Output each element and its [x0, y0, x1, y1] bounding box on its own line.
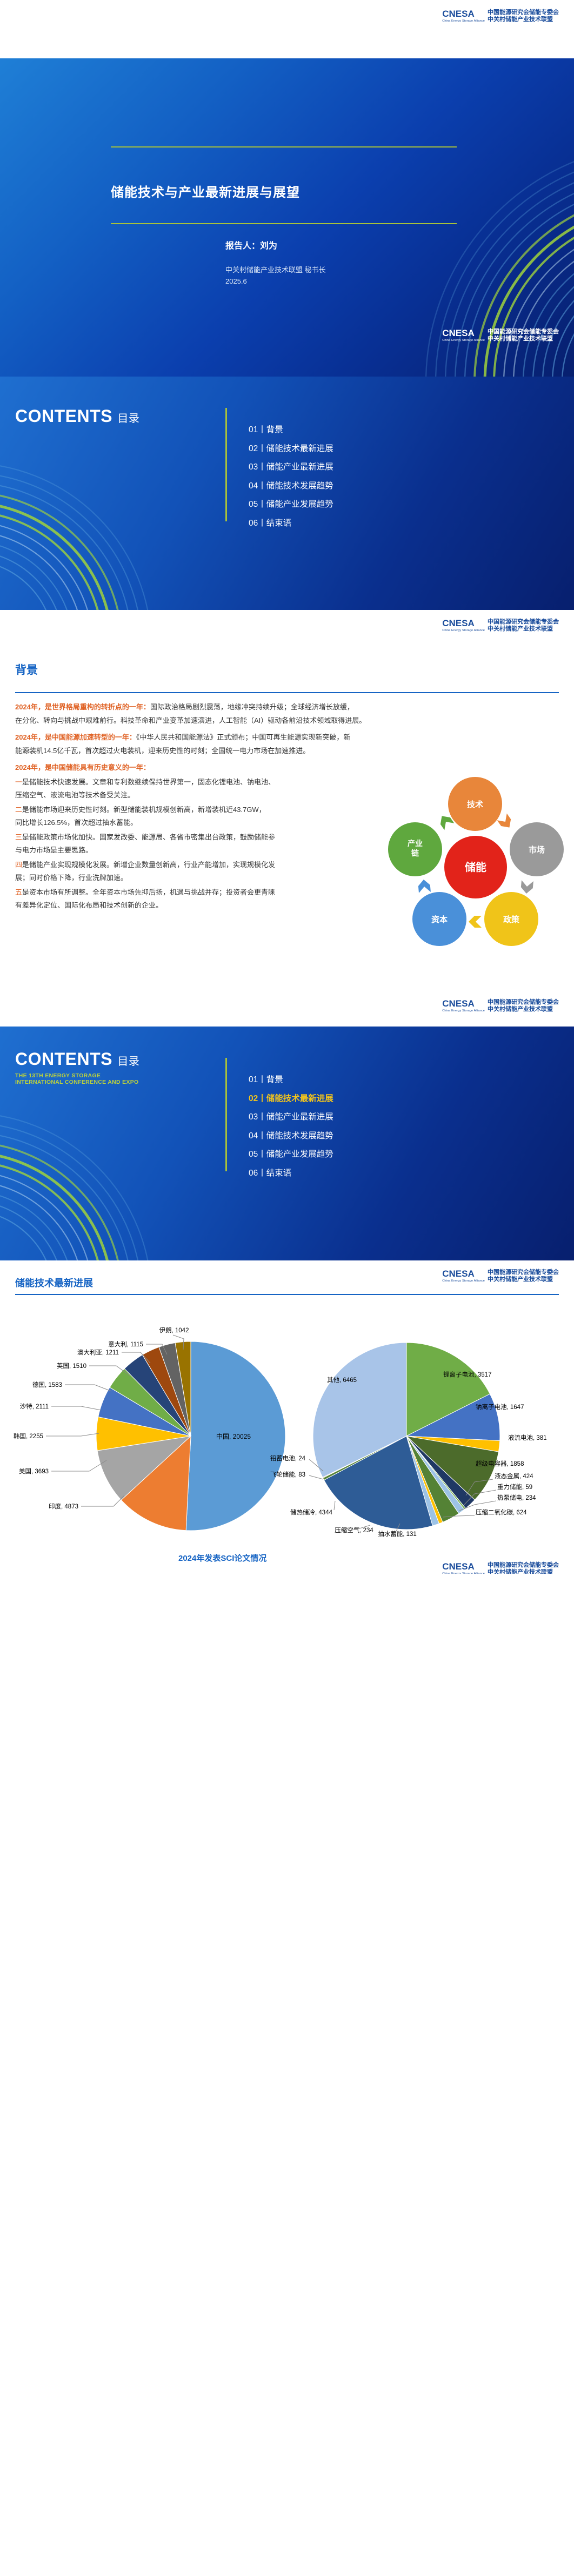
svg-text:中国, 20025: 中国, 20025 [216, 1432, 251, 1440]
svg-text:液流电池, 381: 液流电池, 381 [508, 1434, 547, 1441]
svg-text:其他, 6465: 其他, 6465 [327, 1377, 357, 1384]
svg-text:德国, 1583: 德国, 1583 [32, 1381, 62, 1388]
svg-text:印度, 4873: 印度, 4873 [49, 1502, 78, 1510]
svg-text:美国, 3693: 美国, 3693 [19, 1467, 49, 1475]
svg-text:储能: 储能 [465, 861, 486, 874]
svg-text:飞轮储能, 83: 飞轮储能, 83 [270, 1471, 305, 1478]
svg-text:政策: 政策 [503, 915, 520, 924]
svg-text:重力储能, 59: 重力储能, 59 [497, 1483, 532, 1491]
svg-text:液态金属, 424: 液态金属, 424 [495, 1472, 533, 1480]
svg-text:澳大利亚, 1211: 澳大利亚, 1211 [77, 1349, 119, 1356]
svg-text:沙特, 2111: 沙特, 2111 [20, 1403, 49, 1410]
svg-text:链: 链 [411, 849, 419, 857]
svg-text:产业: 产业 [408, 839, 423, 848]
svg-text:锂离子电池, 3517: 锂离子电池, 3517 [443, 1371, 491, 1378]
svg-text:压缩空气, 234: 压缩空气, 234 [335, 1526, 373, 1534]
svg-text:铅蓄电池, 24: 铅蓄电池, 24 [270, 1454, 306, 1462]
svg-text:英国, 1510: 英国, 1510 [57, 1362, 86, 1370]
svg-text:钠离子电池, 1647: 钠离子电池, 1647 [476, 1403, 524, 1411]
svg-text:韩国, 2255: 韩国, 2255 [14, 1432, 43, 1440]
svg-text:伊朗, 1042: 伊朗, 1042 [159, 1327, 189, 1334]
svg-text:市场: 市场 [529, 845, 545, 855]
svg-text:压缩二氧化碳, 624: 压缩二氧化碳, 624 [476, 1508, 527, 1516]
svg-text:热泵储电, 234: 热泵储电, 234 [497, 1494, 536, 1501]
svg-text:资本: 资本 [431, 915, 448, 924]
svg-text:意大利, 1115: 意大利, 1115 [108, 1340, 143, 1348]
svg-text:超级电容器, 1858: 超级电容器, 1858 [476, 1460, 524, 1467]
svg-text:储热储冷, 4344: 储热储冷, 4344 [290, 1508, 333, 1516]
svg-text:抽水蓄能, 131: 抽水蓄能, 131 [378, 1530, 417, 1538]
svg-text:技术: 技术 [467, 800, 483, 809]
